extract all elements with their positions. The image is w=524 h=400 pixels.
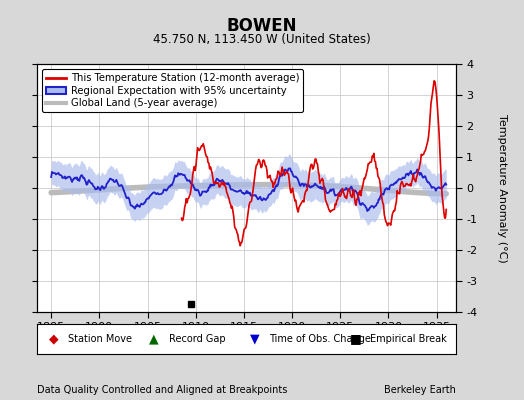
Text: ▼: ▼: [250, 332, 259, 346]
Text: Record Gap: Record Gap: [169, 334, 225, 344]
Text: 45.750 N, 113.450 W (United States): 45.750 N, 113.450 W (United States): [153, 34, 371, 46]
Text: Berkeley Earth: Berkeley Earth: [384, 385, 456, 395]
Text: ■: ■: [350, 332, 361, 346]
Legend: This Temperature Station (12-month average), Regional Expectation with 95% uncer: This Temperature Station (12-month avera…: [42, 69, 303, 112]
Text: Data Quality Controlled and Aligned at Breakpoints: Data Quality Controlled and Aligned at B…: [37, 385, 287, 395]
Text: Station Move: Station Move: [68, 334, 132, 344]
Text: BOWEN: BOWEN: [227, 17, 297, 35]
Y-axis label: Temperature Anomaly (°C): Temperature Anomaly (°C): [497, 114, 507, 262]
Text: Time of Obs. Change: Time of Obs. Change: [269, 334, 371, 344]
Text: ◆: ◆: [49, 332, 58, 346]
Text: ▲: ▲: [149, 332, 159, 346]
Text: Empirical Break: Empirical Break: [370, 334, 446, 344]
